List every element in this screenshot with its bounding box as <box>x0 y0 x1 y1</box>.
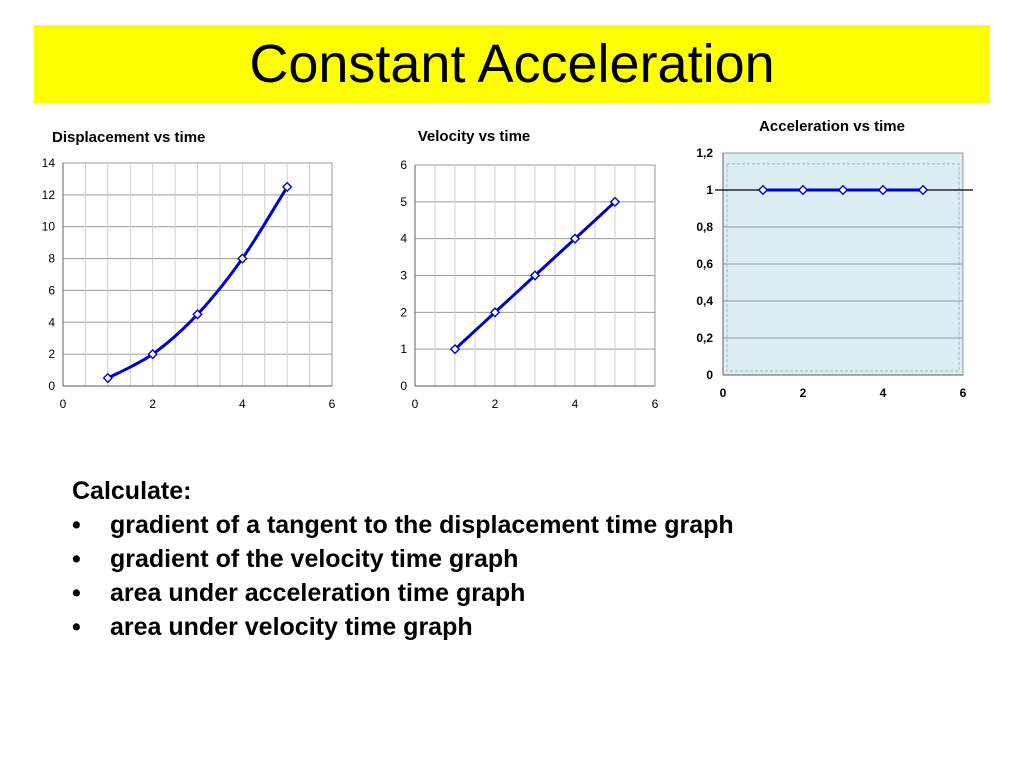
y-tick-label: 8 <box>48 252 55 266</box>
bullet-icon: • <box>72 511 81 539</box>
data-point <box>569 233 581 244</box>
y-tick-label: 0 <box>48 379 55 393</box>
bullet-icon: • <box>72 545 81 573</box>
x-tick-label: 4 <box>239 397 246 411</box>
task-text: area under acceleration time graph <box>110 579 526 607</box>
data-point <box>449 343 461 355</box>
y-tick-label: 4 <box>400 232 407 246</box>
data-point <box>102 372 114 384</box>
y-tick-label: 14 <box>42 156 56 170</box>
x-tick-label: 4 <box>880 386 887 400</box>
x-tick-label: 0 <box>720 386 727 400</box>
y-tick-label: 0,4 <box>696 294 713 308</box>
y-tick-label: 4 <box>48 315 55 329</box>
data-point <box>529 270 541 281</box>
data-point <box>757 184 769 196</box>
task-list: • gradient of a tangent to the displaceme… <box>72 508 972 644</box>
bullet-icon: • <box>72 613 81 641</box>
y-tick-label: 0 <box>400 379 407 393</box>
data-point <box>837 184 849 196</box>
y-tick-label: 2 <box>400 305 407 319</box>
series-line <box>107 186 289 380</box>
x-tick-label: 0 <box>412 397 419 411</box>
bullet-icon: • <box>72 579 81 607</box>
y-tick-label: 6 <box>48 283 55 297</box>
x-tick-label: 2 <box>149 397 156 411</box>
x-tick-label: 6 <box>329 397 336 411</box>
x-tick-label: 2 <box>492 397 499 411</box>
y-tick-label: 10 <box>42 220 56 234</box>
chart-title: Velocity vs time <box>418 128 531 145</box>
task-text: area under velocity time graph <box>110 613 473 641</box>
data-point <box>147 348 158 360</box>
data-point <box>609 196 621 208</box>
y-tick-label: 0,6 <box>696 257 713 271</box>
tasks-block: Calculate: • gradient of a tangent to the… <box>72 474 972 644</box>
chart-2: 0 1 2 3 4 5 6 0 2 4 6 Velocity vs time <box>400 128 658 411</box>
y-tick-label: 0 <box>706 368 713 382</box>
chart-title: Acceleration vs time <box>759 118 905 135</box>
task-item: • area under velocity time graph <box>72 610 972 644</box>
y-tick-label: 0,2 <box>696 331 713 345</box>
task-item: • gradient of the velocity time graph <box>72 542 972 576</box>
y-tick-label: 12 <box>42 188 56 202</box>
y-tick-label: 0,8 <box>696 220 713 234</box>
y-tick-label: 6 <box>400 158 407 172</box>
tasks-heading: Calculate: <box>72 477 192 505</box>
x-tick-label: 4 <box>572 397 579 411</box>
data-point <box>877 184 889 196</box>
data-point <box>192 309 203 320</box>
data-point <box>237 253 248 264</box>
chart-title: Displacement vs time <box>52 129 205 146</box>
y-tick-label: 2 <box>48 347 55 361</box>
title-bar: Constant Acceleration <box>34 25 990 103</box>
data-point <box>797 184 809 196</box>
x-tick-label: 0 <box>60 397 67 411</box>
data-point <box>281 181 293 193</box>
inner-frame <box>726 163 960 372</box>
y-tick-label: 1 <box>400 342 407 356</box>
y-tick-label: 3 <box>400 269 407 283</box>
y-tick-label: 1,2 <box>696 146 713 160</box>
y-tick-label: 5 <box>400 195 407 209</box>
chart-1: 0 2 4 6 8 10 12 14 0 2 4 6 Displacement vs time <box>42 129 336 411</box>
y-tick-label: 1 <box>706 183 713 197</box>
task-text: gradient of a tangent to the displacemen… <box>110 511 734 539</box>
task-item: • gradient of a tangent to the displaceme… <box>72 508 972 542</box>
x-tick-label: 6 <box>960 386 967 400</box>
chart-3: 0 0,2 0,4 0,6 0,8 1 1,2 0 2 4 6 Acceleration vs tim… <box>696 118 973 400</box>
data-point <box>917 184 929 196</box>
task-text: gradient of the velocity time graph <box>110 545 519 573</box>
task-item: • area under acceleration time graph <box>72 576 972 610</box>
x-tick-label: 6 <box>652 397 659 411</box>
x-tick-label: 2 <box>800 386 807 400</box>
data-point <box>489 307 501 318</box>
slide-title: Constant Acceleration <box>249 34 775 94</box>
